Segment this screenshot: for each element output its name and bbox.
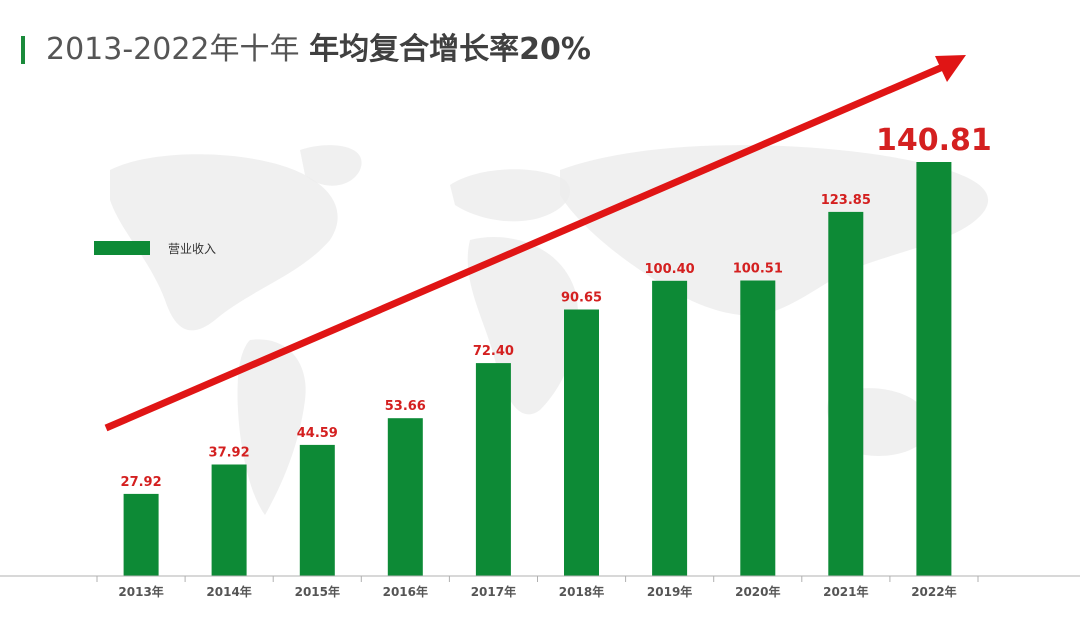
map-continent-1	[110, 154, 338, 331]
bar	[123, 493, 159, 576]
bar	[740, 280, 776, 576]
x-axis-ticks: 2013年 2014年 2015年 2016年 2017年 2018年 2019年 2020年…	[118, 584, 956, 599]
bar	[475, 363, 511, 576]
map-continent-2	[237, 339, 306, 515]
data-label: 44.59	[297, 426, 338, 441]
data-label: 100.40	[645, 262, 695, 277]
trend-arrow	[104, 55, 966, 432]
x-axis	[0, 575, 1080, 582]
data-label: 53.66	[385, 399, 426, 414]
data-label: 123.85	[821, 193, 871, 208]
legend-swatch	[94, 241, 150, 255]
title-emphasis: 年均复合增长率20%	[309, 32, 591, 67]
world-map-background	[110, 145, 989, 515]
bar	[387, 418, 423, 576]
data-labels: 27.92 37.92 44.59 53.66 72.40 90.65 100.40 100.…	[121, 123, 992, 490]
bar	[299, 444, 335, 576]
title-main: 2013-2022年十年	[46, 32, 300, 67]
trend-arrow-shaft	[104, 62, 947, 432]
data-label: 140.81	[876, 123, 992, 158]
x-tick-label: 2013年	[118, 584, 163, 599]
bar	[652, 280, 688, 576]
map-continent-4	[450, 169, 571, 222]
page-title: 2013-2022年十年 年均复合增长率20%	[46, 28, 591, 72]
map-continent-5	[467, 237, 579, 415]
data-label: 100.51	[733, 262, 783, 277]
bar-series	[123, 162, 952, 576]
x-tick-label: 2014年	[206, 584, 251, 599]
data-label: 37.92	[209, 446, 250, 461]
bar	[916, 162, 952, 576]
data-label: 27.92	[121, 475, 162, 490]
trend-arrow-head	[935, 55, 966, 82]
bar	[211, 464, 247, 576]
x-tick-label: 2019年	[647, 584, 692, 599]
x-tick-label: 2015年	[295, 584, 340, 599]
bar	[828, 211, 864, 576]
data-label: 72.40	[473, 344, 514, 359]
data-label: 90.65	[561, 291, 602, 306]
legend: 营业收入	[94, 241, 216, 256]
x-tick-label: 2016年	[383, 584, 428, 599]
bar	[564, 309, 599, 576]
x-tick-label: 2020年	[735, 584, 780, 599]
x-tick-label: 2017年	[471, 584, 516, 599]
x-tick-label: 2022年	[911, 584, 956, 599]
x-tick-label: 2021年	[823, 584, 868, 599]
x-tick-label: 2018年	[559, 584, 604, 599]
legend-label: 营业收入	[168, 242, 216, 256]
map-continent-3	[300, 145, 362, 186]
title-accent-bar	[21, 36, 25, 64]
